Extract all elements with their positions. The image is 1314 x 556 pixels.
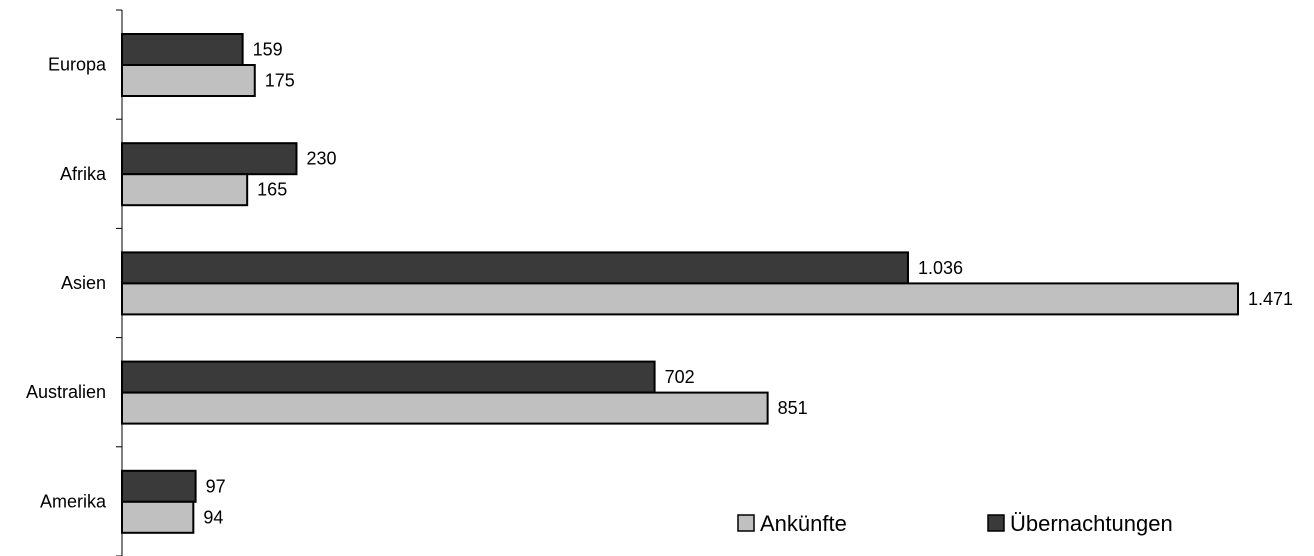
data-label: 702	[665, 367, 695, 387]
data-label: 175	[265, 71, 295, 91]
bars	[121, 33, 1239, 534]
legend-swatch	[737, 514, 755, 532]
data-label: 851	[778, 398, 808, 418]
legend-swatch	[987, 514, 1005, 532]
bar-ankuenfte	[121, 391, 769, 425]
legend-label: Übernachtungen	[1010, 511, 1173, 536]
data-label: 159	[253, 40, 283, 60]
bar-uebernachtungen	[121, 33, 244, 66]
data-label: 165	[257, 180, 287, 200]
labels: Europa 159 175 Afrika 230 165 Asien 1.036 1.471 A…	[26, 40, 1293, 528]
bar-uebernachtungen	[121, 251, 909, 285]
legend-label: Ankünfte	[760, 511, 847, 536]
bar-uebernachtungen	[121, 469, 197, 503]
data-label: 1.471	[1248, 289, 1293, 309]
legend: Ankünfte Übernachtungen	[737, 511, 1173, 536]
bar-ankuenfte	[121, 173, 249, 207]
category-label: Afrika	[60, 164, 107, 184]
bar-ankuenfte	[121, 500, 195, 534]
data-label: 1.036	[918, 258, 963, 278]
data-label: 94	[203, 507, 223, 527]
data-label: 97	[206, 476, 226, 496]
category-label: Australien	[26, 382, 106, 402]
bar-ankuenfte	[121, 282, 1239, 316]
bar-uebernachtungen	[121, 360, 656, 394]
data-label: 230	[306, 149, 336, 169]
category-label: Asien	[61, 273, 106, 293]
category-label: Amerika	[40, 491, 107, 511]
bar-ankuenfte	[121, 64, 256, 97]
bar-uebernachtungen	[121, 142, 298, 176]
category-label: Europa	[48, 55, 107, 75]
